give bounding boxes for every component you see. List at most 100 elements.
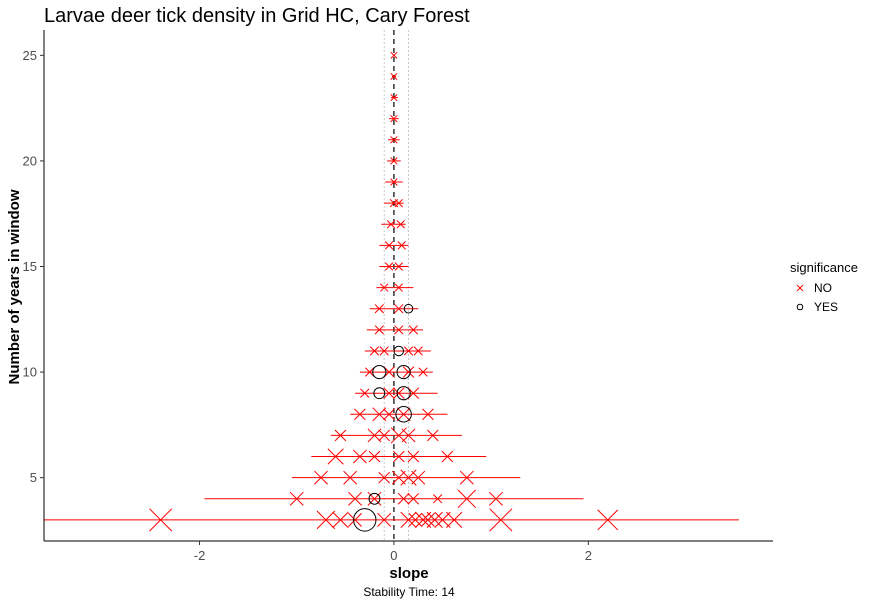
legend-entries: NO YES [796, 281, 838, 314]
point-no [378, 471, 391, 484]
point-no [489, 508, 513, 532]
x-tick-label: 0 [390, 548, 397, 563]
chart-title: Larvae deer tick density in Grid HC, Car… [44, 5, 470, 27]
legend-title: significance [790, 260, 858, 275]
point-no [390, 136, 398, 144]
point-no [397, 241, 406, 250]
point-no [369, 346, 380, 356]
point-no [408, 325, 419, 335]
point-no [414, 511, 432, 528]
y-tick-label: 15 [23, 259, 37, 274]
point-no [441, 450, 454, 463]
point-no [403, 346, 414, 356]
point-no [354, 408, 366, 421]
point-yes [396, 364, 411, 380]
point-no [367, 428, 382, 443]
legend-entry-no: NO [796, 281, 832, 295]
point-no [149, 508, 173, 532]
point-no [392, 387, 405, 399]
point-no [348, 491, 362, 506]
point-no [316, 510, 336, 530]
point-yes [393, 345, 405, 357]
point-no [394, 283, 403, 292]
point-no [407, 450, 420, 463]
point-no [459, 470, 474, 485]
point-no [390, 51, 398, 59]
point-no [384, 241, 394, 250]
point-no [372, 407, 387, 422]
legend: significance NO YES [790, 260, 858, 314]
point-no [426, 429, 439, 442]
legend-label: YES [814, 300, 838, 314]
y-tick-label: 25 [23, 48, 37, 63]
point-no [348, 512, 362, 527]
point-no [391, 470, 406, 485]
point-no [289, 491, 304, 506]
caption: Stability Time: 14 [363, 585, 455, 599]
x-axis-title: slope [389, 565, 428, 582]
point-no [343, 470, 358, 485]
point-yes [395, 406, 412, 423]
point-no [394, 198, 403, 208]
x-tick-label: 2 [585, 548, 592, 563]
point-no [334, 429, 347, 442]
y-tick-label: 5 [30, 470, 37, 485]
point-no [394, 325, 404, 335]
point-no [394, 262, 403, 271]
point-no [374, 325, 384, 335]
point-no [422, 408, 434, 421]
point-no [434, 511, 451, 528]
point-no [401, 428, 416, 443]
point-no [396, 407, 411, 422]
plot-panel [44, 30, 739, 541]
point-no [394, 304, 404, 314]
point-no [327, 448, 344, 465]
point-no [397, 492, 410, 505]
point-yes [368, 492, 381, 505]
point-no [411, 470, 426, 485]
point-no [386, 220, 396, 229]
point-no [396, 220, 405, 229]
point-no [379, 346, 389, 356]
point-no [402, 366, 415, 378]
y-tick-label: 10 [23, 365, 37, 380]
point-no [489, 491, 503, 506]
data-points [149, 51, 619, 532]
point-yes [396, 386, 411, 401]
point-no [390, 94, 398, 102]
point-no [426, 511, 443, 528]
point-no [420, 512, 435, 527]
point-no [383, 408, 395, 421]
point-no [368, 450, 381, 463]
y-axis-title: Number of years in window [6, 189, 23, 384]
point-no [377, 512, 392, 527]
point-no [400, 511, 417, 528]
point-no [378, 429, 391, 442]
legend-entry-yes: YES [796, 300, 838, 314]
point-no [457, 489, 477, 509]
point-yes [353, 508, 377, 532]
point-no [364, 367, 375, 377]
point-no [390, 114, 398, 123]
point-no [408, 512, 423, 527]
point-no [314, 470, 328, 485]
x-tick-label: -2 [194, 548, 206, 563]
point-no [390, 178, 398, 186]
reference-lines [383, 30, 409, 541]
point-no [446, 511, 463, 528]
point-no [367, 491, 382, 506]
point-no [433, 494, 443, 504]
point-no [597, 509, 619, 531]
point-no [360, 388, 370, 398]
legend-label: NO [814, 281, 832, 295]
point-no [418, 367, 428, 377]
point-no [352, 449, 367, 464]
point-no [374, 304, 384, 314]
point-no [390, 157, 398, 165]
point-yes [372, 364, 387, 380]
point-no [384, 262, 394, 271]
point-no [392, 450, 405, 463]
